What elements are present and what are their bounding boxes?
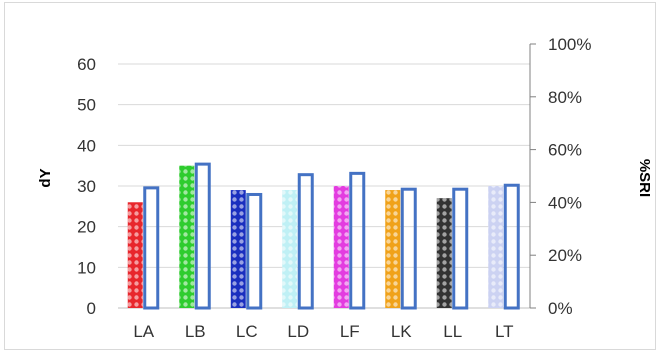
sri-bar [194, 162, 211, 310]
dy-bar-pattern [333, 186, 349, 308]
dy-bar-pattern [179, 165, 195, 308]
x-tick-label: LB [185, 322, 206, 341]
x-tick-label: LC [236, 322, 258, 341]
dy-bar-pattern [127, 202, 143, 308]
x-tick-label: LL [443, 322, 462, 341]
sri-bar [400, 187, 417, 310]
sri-bar [297, 173, 314, 310]
y2-tick-label: 20% [548, 246, 582, 265]
y2-tick-label: 100% [548, 35, 591, 54]
sri-bar [246, 192, 263, 310]
dy-bar-pattern [230, 190, 246, 308]
y-tick-label: 0 [87, 299, 96, 318]
sri-bar [349, 171, 366, 310]
x-tick-label: LT [495, 322, 514, 341]
y-tick-label: 60 [77, 55, 96, 74]
x-tick-label: LA [133, 322, 154, 341]
sri-bar [143, 186, 160, 310]
dy-bars [127, 165, 504, 308]
sri-bars [143, 162, 520, 310]
y2-tick-label: 40% [548, 193, 582, 212]
y2-tick-label: 80% [548, 88, 582, 107]
y-tick-label: 50 [77, 96, 96, 115]
x-tick-label: LD [287, 322, 309, 341]
chart-area [4, 2, 656, 350]
dy-bar-pattern [436, 198, 452, 308]
y-tick-label: 20 [77, 218, 96, 237]
y-tick-label: 40 [77, 136, 96, 155]
sri-bar [503, 183, 520, 310]
dy-bar-pattern [282, 190, 298, 308]
sri-bar [452, 187, 469, 310]
y2-axis-title: %SRI [636, 159, 653, 197]
y2-tick-label: 0% [548, 299, 573, 318]
y-axis-title: dY [37, 168, 54, 187]
y2-tick-label: 60% [548, 141, 582, 160]
y-tick-label: 10 [77, 258, 96, 277]
dy-bar-pattern [488, 186, 504, 308]
tick-labels: 0 10 20 30 40 50 60 0% 20% 40% 60% 80% 100% LA LB LC LD L… [77, 35, 591, 341]
x-tick-label: LF [340, 322, 360, 341]
dy-bar-pattern [385, 190, 401, 308]
x-tick-label: LK [391, 322, 412, 341]
y-tick-label: 30 [77, 177, 96, 196]
